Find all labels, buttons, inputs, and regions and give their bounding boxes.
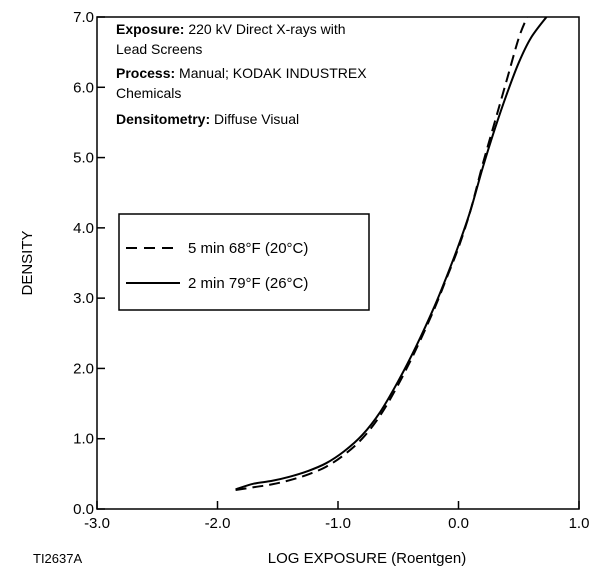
x-tick-label: -2.0: [205, 515, 231, 532]
legend-label-2min: 2 min 79°F (26°C): [188, 275, 308, 292]
x-axis-title: LOG EXPOSURE (Roentgen): [268, 550, 466, 567]
x-tick-label: -1.0: [325, 515, 351, 532]
process-notes: Exposure: 220 kV Direct X-rays with Lead …: [116, 21, 367, 127]
series-line-2min-79f: [235, 16, 548, 491]
y-tick-label: 4.0: [73, 220, 94, 237]
y-tick-label: 5.0: [73, 150, 94, 167]
x-tick-label: -3.0: [84, 515, 110, 532]
note-line: Lead Screens: [116, 41, 202, 57]
legend: 5 min 68°F (20°C) 2 min 79°F (26°C): [118, 213, 370, 311]
series-layer: [235, 16, 548, 492]
x-axis-ticks: -3.0 -2.0 -1.0 0.0 1.0: [84, 501, 589, 532]
note-line: Densitometry: Diffuse Visual: [116, 111, 299, 127]
y-tick-label: 2.0: [73, 360, 94, 377]
figure-id: TI2637A: [33, 551, 82, 566]
y-tick-label: 6.0: [73, 79, 94, 96]
y-tick-label: 1.0: [73, 431, 94, 448]
y-tick-label: 0.0: [73, 501, 94, 518]
note-line: Process: Manual; KODAK INDUSTREX: [116, 65, 367, 81]
x-tick-label: 1.0: [569, 515, 590, 532]
y-axis-title: DENSITY: [19, 230, 36, 295]
y-axis-ticks: 0.0 1.0 2.0 3.0 4.0 5.0 6.0 7.0: [73, 9, 105, 518]
note-line: Exposure: 220 kV Direct X-rays with: [116, 21, 346, 37]
y-tick-label: 7.0: [73, 9, 94, 26]
y-tick-label: 3.0: [73, 290, 94, 307]
note-line: Chemicals: [116, 85, 181, 101]
legend-label-5min: 5 min 68°F (20°C): [188, 240, 308, 257]
series-line-5min-68f: [235, 16, 529, 492]
legend-box: [118, 213, 370, 311]
x-tick-label: 0.0: [448, 515, 469, 532]
